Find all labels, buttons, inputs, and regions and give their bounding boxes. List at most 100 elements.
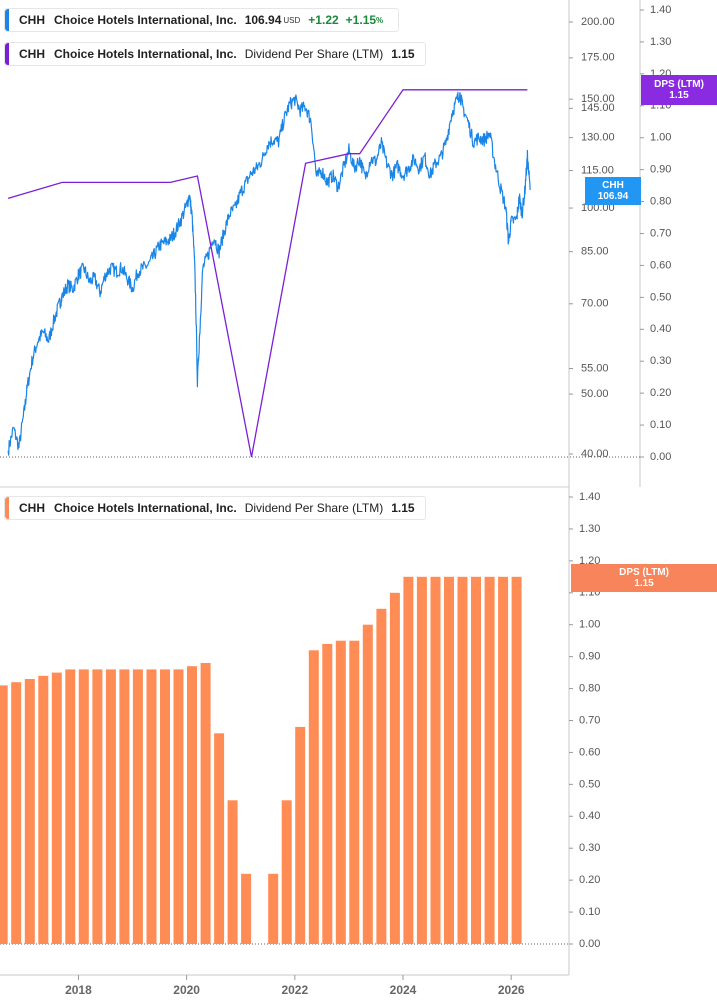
- dps-bar: [389, 592, 400, 944]
- price-tick-label: 40.00: [581, 448, 609, 460]
- price-tick-label: 150.00: [581, 93, 615, 105]
- dps-top-tick-label: 0.20: [650, 387, 671, 399]
- dps-bar: [78, 669, 89, 944]
- dps-bar: [119, 669, 130, 944]
- price-series-line: [7, 91, 531, 456]
- legend-price-change: +1.22: [308, 13, 339, 27]
- dps-bar: [38, 675, 49, 944]
- dps-bottom-tick-label: 1.20: [579, 555, 600, 567]
- dps-top-tick-label: 1.00: [650, 132, 671, 144]
- dps-top-tick-label: 0.40: [650, 323, 671, 335]
- dps-bar: [173, 669, 184, 944]
- dps-bar: [430, 576, 441, 944]
- flag-dps-bottom-value: 1.15: [634, 578, 654, 589]
- flag-dps-top-title: DPS (LTM): [654, 79, 704, 90]
- price-tick-label: 85.00: [581, 246, 609, 258]
- price-tick-label: 200.00: [581, 16, 615, 28]
- dps-bottom-tick-label: 1.40: [579, 491, 600, 503]
- dps-bar: [65, 669, 76, 944]
- legend-dps-top[interactable]: CHH Choice Hotels International, Inc. Di…: [4, 42, 426, 66]
- dps-bottom-tick-label: 0.10: [579, 906, 600, 918]
- dps-bar: [105, 669, 116, 944]
- price-tick-label: 115.00: [581, 164, 614, 176]
- dps-bar: [92, 669, 103, 944]
- dps-bar: [511, 576, 522, 944]
- x-tick-label: 2020: [173, 983, 200, 997]
- dps-bar: [295, 726, 306, 944]
- dps-bottom-tick-label: 0.20: [579, 874, 600, 886]
- dps-bar: [457, 576, 468, 944]
- dps-bottom-tick-label: 0.80: [579, 682, 600, 694]
- dps-bar: [146, 669, 157, 944]
- legend-dps-bottom-ticker: CHH: [19, 501, 45, 515]
- dps-bar: [335, 640, 346, 944]
- dps-bottom-tick-label: 1.00: [579, 619, 600, 631]
- dps-top-tick-label: 0.90: [650, 164, 671, 176]
- dps-bar: [308, 650, 319, 944]
- dps-top-tick-label: 0.10: [650, 419, 671, 431]
- dps-series-line: [7, 89, 528, 458]
- dps-bottom-tick-label: 0.40: [579, 810, 600, 822]
- legend-dps-bottom[interactable]: CHH Choice Hotels International, Inc. Di…: [4, 496, 426, 520]
- flag-dps-bottom: DPS (LTM) 1.15: [571, 564, 717, 592]
- dps-bar: [362, 624, 373, 944]
- dps-top-tick-label: 0.00: [650, 451, 671, 463]
- legend-price-swatch: [5, 9, 9, 31]
- price-tick-label: 130.00: [581, 132, 615, 144]
- dps-bar: [376, 608, 387, 945]
- legend-price-change-pct: +1.15: [345, 13, 377, 27]
- x-tick-label: 2026: [498, 983, 525, 997]
- dps-bar: [403, 576, 414, 944]
- legend-dps-bottom-value: 1.15: [391, 501, 415, 515]
- dps-bottom-tick-label: 0.70: [579, 714, 600, 726]
- dps-top-tick-label: 1.30: [650, 36, 671, 48]
- legend-price-value: 106.94: [244, 13, 282, 27]
- flag-price-value: 106.94: [597, 191, 629, 202]
- legend-dps-bottom-swatch: [5, 497, 9, 519]
- dps-bar: [444, 576, 454, 944]
- price-tick-label: 145.00: [581, 102, 615, 114]
- dps-bottom-tick-label: 0.90: [579, 651, 600, 663]
- dps-bar: [214, 733, 225, 944]
- dps-bar: [160, 669, 170, 944]
- dps-top-tick-label: 0.70: [650, 227, 671, 239]
- dps-bar: [200, 663, 211, 944]
- legend-price-pct-sign: %: [376, 15, 384, 25]
- legend-price-ticker: CHH: [19, 13, 45, 27]
- dps-bar: [187, 666, 197, 944]
- dps-bar: [268, 873, 279, 944]
- dps-bar: [416, 576, 427, 944]
- dps-bar: [471, 576, 481, 944]
- price-tick-label: 70.00: [581, 298, 609, 310]
- dps-bottom-tick-label: 0.50: [579, 778, 600, 790]
- x-tick-label: 2022: [281, 983, 308, 997]
- dps-top-tick-label: 0.60: [650, 259, 671, 271]
- dps-top-tick-label: 1.40: [650, 4, 671, 16]
- legend-price[interactable]: CHH Choice Hotels International, Inc. 10…: [4, 8, 400, 32]
- dps-bar: [281, 800, 292, 944]
- legend-dps-top-value: 1.15: [391, 47, 415, 61]
- flag-price-title: CHH: [602, 180, 624, 191]
- dps-bottom-tick-label: 0.00: [579, 938, 600, 950]
- price-tick-label: 55.00: [581, 362, 609, 374]
- legend-price-currency: USD: [283, 15, 301, 25]
- dps-bar: [484, 576, 495, 944]
- dps-bar: [349, 640, 360, 944]
- dps-bar: [51, 672, 62, 944]
- dps-bottom-tick-label: 0.30: [579, 842, 600, 854]
- dps-top-tick-label: 0.80: [650, 195, 671, 207]
- x-tick-label: 2024: [390, 983, 417, 997]
- dps-bottom-tick-label: 0.60: [579, 746, 600, 758]
- flag-dps-top-value: 1.15: [669, 90, 689, 101]
- dps-bar: [227, 800, 238, 944]
- dps-bottom-tick-label: 1.30: [579, 523, 600, 535]
- flag-dps-top: DPS (LTM) 1.15: [641, 75, 717, 105]
- flag-price: CHH 106.94: [585, 177, 641, 205]
- dps-bar: [241, 873, 252, 944]
- dps-top-tick-label: 0.50: [650, 291, 671, 303]
- dps-bar: [132, 669, 143, 944]
- dps-bar: [11, 682, 22, 944]
- dps-bar: [498, 576, 509, 944]
- legend-dps-top-ticker: CHH: [19, 47, 45, 61]
